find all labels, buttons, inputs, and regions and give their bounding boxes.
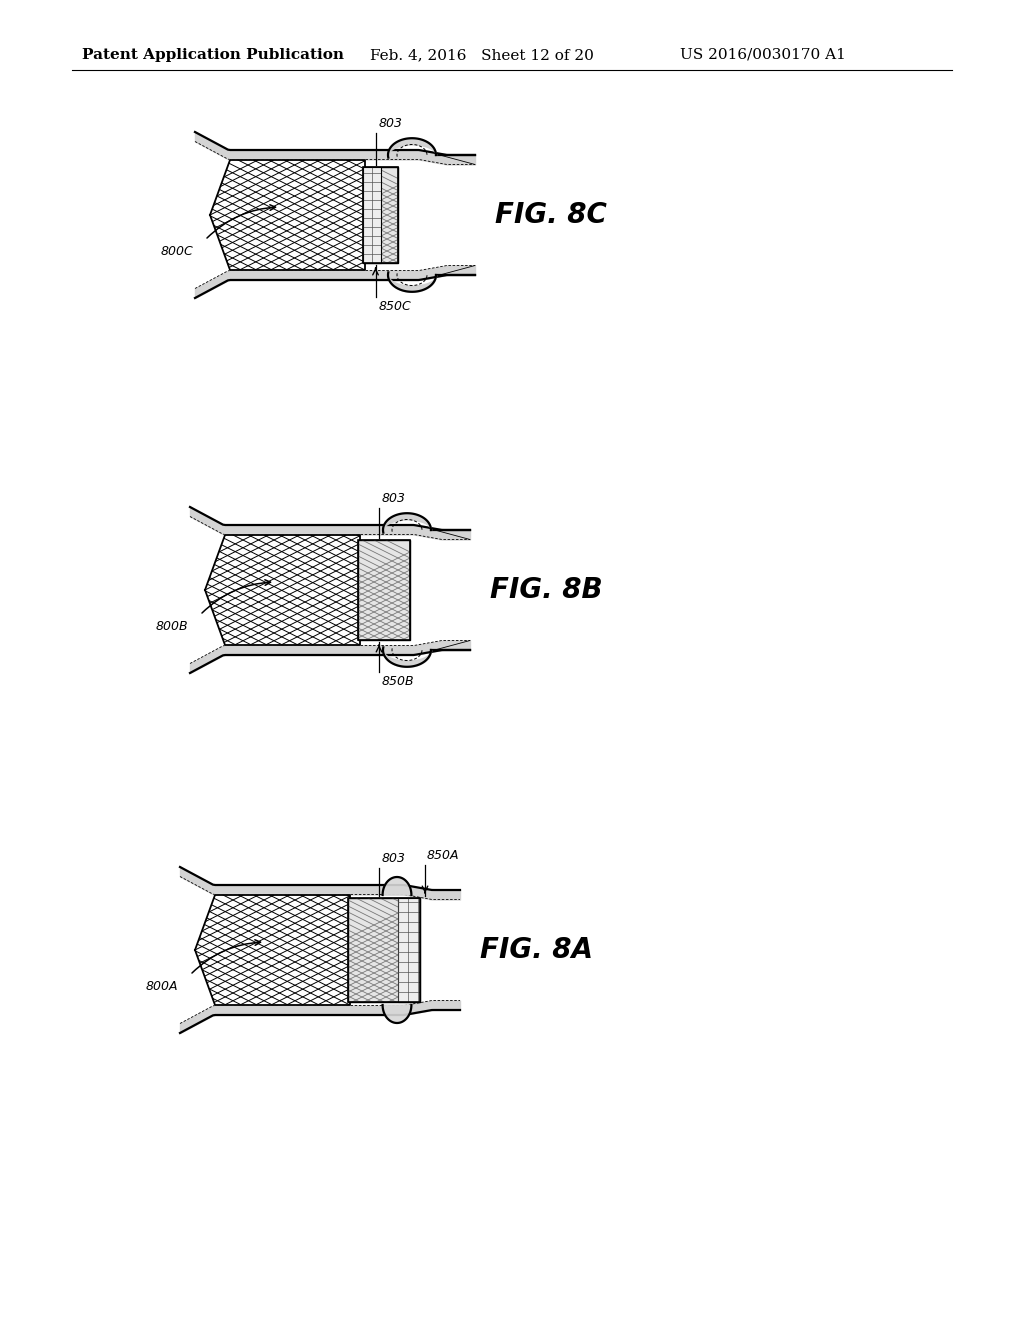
Text: 850A: 850A — [427, 849, 460, 862]
Text: US 2016/0030170 A1: US 2016/0030170 A1 — [680, 48, 846, 62]
Bar — [362, 168, 398, 263]
Text: 800C: 800C — [160, 246, 193, 257]
Text: 850B: 850B — [382, 675, 415, 688]
Text: FIG. 8B: FIG. 8B — [490, 576, 603, 605]
Text: 800A: 800A — [145, 979, 178, 993]
Polygon shape — [383, 1005, 412, 1023]
Polygon shape — [195, 895, 350, 1005]
Bar — [358, 540, 410, 640]
Text: FIG. 8A: FIG. 8A — [480, 936, 593, 964]
Text: 803: 803 — [379, 117, 402, 129]
Text: Patent Application Publication: Patent Application Publication — [82, 48, 344, 62]
Text: 803: 803 — [382, 851, 406, 865]
Bar — [348, 898, 420, 1002]
Text: Feb. 4, 2016   Sheet 12 of 20: Feb. 4, 2016 Sheet 12 of 20 — [370, 48, 594, 62]
Bar — [398, 898, 420, 1002]
Bar — [362, 168, 398, 263]
Bar — [358, 540, 410, 640]
Text: 803: 803 — [382, 492, 406, 506]
Text: 850C: 850C — [379, 300, 412, 313]
Polygon shape — [205, 535, 360, 645]
Text: FIG. 8C: FIG. 8C — [495, 201, 607, 228]
Bar — [348, 898, 420, 1002]
Polygon shape — [210, 160, 365, 271]
Text: 800B: 800B — [156, 620, 188, 634]
Bar — [362, 168, 381, 263]
Polygon shape — [383, 876, 412, 895]
